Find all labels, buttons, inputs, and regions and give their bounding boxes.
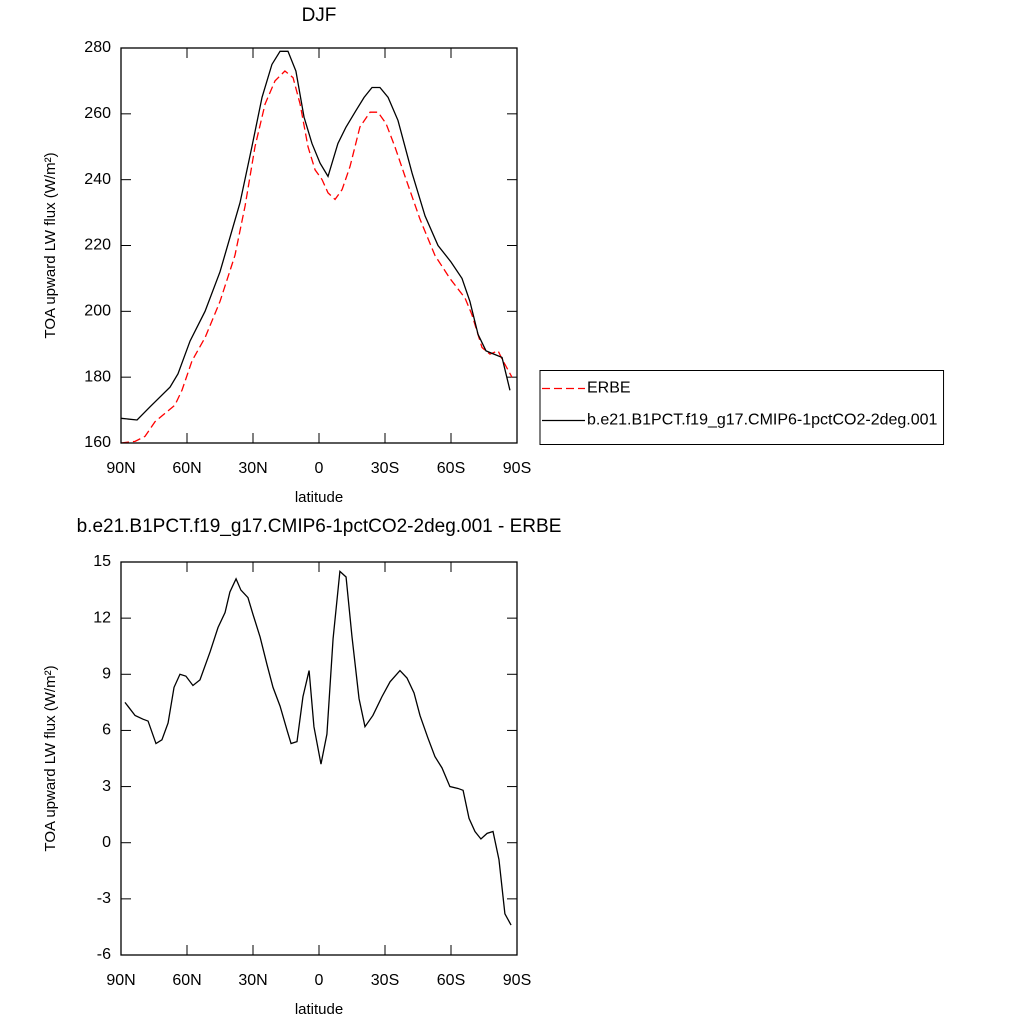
x-tick-label: 60N — [172, 972, 201, 989]
x-axis-label: latitude — [295, 489, 343, 506]
x-tick-label: 90S — [503, 972, 531, 989]
y-tick-label: 0 — [102, 834, 111, 851]
y-tick-label: 260 — [84, 105, 111, 122]
x-tick-label: 30S — [371, 972, 399, 989]
y-tick-label: -3 — [97, 890, 111, 907]
y-tick-label: 3 — [102, 778, 111, 795]
y-tick-label: 180 — [84, 368, 111, 385]
x-tick-label: 90S — [503, 460, 531, 477]
data-line — [120, 50, 511, 421]
x-axis-label: latitude — [295, 1001, 343, 1018]
y-axis-label: TOA upward LW flux (W/m²) — [42, 152, 59, 338]
x-tick-label: 0 — [315, 460, 324, 477]
x-tick-label: 60N — [172, 460, 201, 477]
y-tick-label: 200 — [84, 303, 111, 320]
x-tick-label: 60S — [437, 460, 465, 477]
x-tick-label: 90N — [106, 460, 135, 477]
x-tick-label: 30S — [371, 460, 399, 477]
legend-label: ERBE — [587, 380, 631, 397]
y-tick-label: 220 — [84, 237, 111, 254]
x-tick-label: 60S — [437, 972, 465, 989]
x-tick-label: 30N — [238, 972, 267, 989]
y-tick-label: -6 — [97, 946, 111, 963]
data-line — [120, 70, 513, 444]
y-tick-label: 6 — [102, 722, 111, 739]
x-tick-label: 90N — [106, 972, 135, 989]
y-tick-label: 9 — [102, 666, 111, 683]
x-tick-label: 30N — [238, 460, 267, 477]
x-tick-label: 0 — [315, 972, 324, 989]
y-tick-label: 15 — [93, 553, 111, 570]
chart-title: b.e21.B1PCT.f19_g17.CMIP6-1pctCO2-2deg.0… — [77, 516, 562, 537]
y-tick-label: 240 — [84, 171, 111, 188]
y-axis-label: TOA upward LW flux (W/m²) — [42, 665, 59, 851]
legend-box — [539, 370, 945, 445]
y-tick-label: 280 — [84, 39, 111, 56]
y-tick-label: 12 — [93, 609, 111, 626]
chart-title: DJF — [302, 5, 337, 26]
y-tick-label: 160 — [84, 434, 111, 451]
data-line — [124, 570, 512, 926]
plot-frame — [120, 561, 518, 956]
plot-frame — [120, 47, 518, 444]
legend-label: b.e21.B1PCT.f19_g17.CMIP6-1pctCO2-2deg.0… — [587, 412, 938, 429]
